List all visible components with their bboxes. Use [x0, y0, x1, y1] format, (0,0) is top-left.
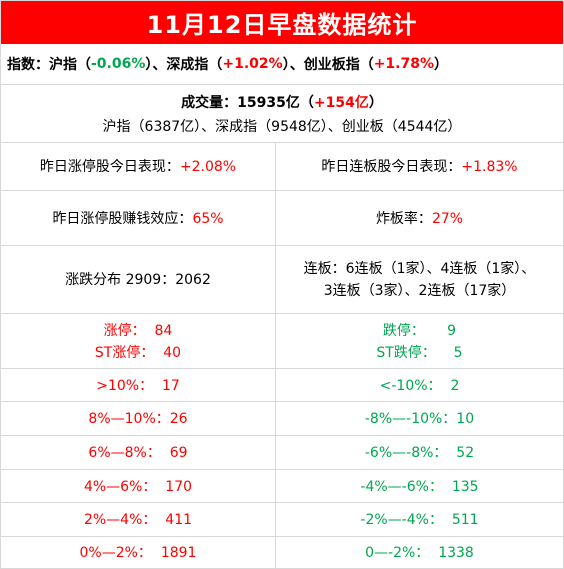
limit-up-performance: 昨日涨停股今日表现： +2.08% — [1, 143, 275, 191]
index-mid1: ）、深成指（ — [145, 57, 223, 73]
st-limit-down-value: 5 — [453, 344, 463, 361]
range-down: 0—-2%： 1338 — [365, 544, 474, 561]
index-row: 指数：沪指（ -0.06% ）、深成指（ +1.02% ）、创业板指（ +1.7… — [1, 44, 563, 85]
st-limit-up-value: 40 — [163, 344, 182, 361]
st-limit-up: ST涨停： 40 — [95, 342, 181, 364]
limit-up-value: 84 — [154, 322, 173, 339]
perf-right-label: 昨日连板股今日表现： — [321, 159, 462, 175]
limit-up-label: 涨停： — [103, 322, 146, 339]
range-down: -4%—-6%： 135 — [360, 478, 479, 495]
limit-down-counts: 跌停： 9 ST跌停： 5 — [276, 314, 563, 369]
range-up: 4%—6%： 170 — [83, 478, 193, 495]
range-up: 8%—10%：26 — [88, 411, 188, 427]
table-title: 11月12日早盘数据统计 — [1, 1, 563, 44]
limit-down-label: 跌停： — [382, 322, 425, 339]
volume-suffix: ） — [368, 94, 383, 111]
money-left-label: 昨日涨停股赚钱效应： — [52, 210, 193, 227]
range-row — [1, 470, 563, 503]
distribution-row — [1, 246, 563, 314]
broken-board-rate: 炸板率： 27% — [276, 191, 563, 246]
st-limit-down: ST跌停： 5 — [376, 342, 462, 364]
limit-up: 涨停： 84 — [104, 320, 173, 342]
range-up: 0%—2%： 1891 — [79, 544, 197, 561]
range-up: >10%： 17 — [96, 377, 180, 394]
volume-change: +154亿 — [313, 94, 369, 111]
boards-line1: 连板：6连板（1家）、4连板（1家）、 — [303, 261, 536, 277]
range-row — [1, 436, 563, 470]
range-row — [1, 503, 563, 537]
limit-down: 跌停： 9 — [383, 320, 456, 342]
money-right-value: 27% — [431, 210, 464, 227]
range-row — [1, 369, 563, 402]
money-effect: 昨日涨停股赚钱效应： 65% — [1, 191, 275, 246]
perf-left-value: +2.08% — [179, 159, 237, 175]
limits-row — [1, 314, 563, 369]
column-divider — [275, 143, 276, 568]
board-performance: 昨日连板股今日表现： +1.83% — [276, 143, 563, 191]
perf-left-label: 昨日涨停股今日表现： — [39, 159, 180, 175]
index-mid2: ）、创业板指（ — [282, 57, 374, 73]
index-prefix: 指数：沪指（ — [7, 57, 91, 73]
range-up: 2%—4%： 411 — [83, 512, 193, 528]
volume-total: 成交量：15935亿（+154亿） — [181, 92, 383, 112]
up-down-distribution: 涨跌分布 2909：2062 — [65, 272, 211, 288]
limit-up-counts: 涨停： 84 ST涨停： 40 — [1, 314, 275, 369]
range-row — [1, 402, 563, 436]
limit-down-value: 9 — [447, 322, 457, 339]
money-right-label: 炸板率： — [375, 210, 432, 227]
sz-index-change: +1.02% — [222, 56, 283, 72]
volume-label: 成交量：15935亿（ — [181, 94, 314, 111]
range-down: -2%—-4%： 511 — [360, 512, 479, 528]
range-down: -6%—-8%： 52 — [364, 445, 475, 461]
boards-line2: 3连板（3家）、2连板（17家） — [323, 283, 516, 299]
money-row — [1, 191, 563, 246]
money-left-value: 65% — [192, 210, 224, 227]
volume-breakdown: 沪指（6387亿）、深成指（9548亿）、创业板（4544亿） — [102, 118, 462, 135]
consecutive-boards: 连板：6连板（1家）、4连板（1家）、 3连板（3家）、2连板（17家） — [276, 246, 563, 314]
index-suffix: ） — [434, 57, 449, 73]
range-down: -8%—-10%：10 — [364, 411, 475, 427]
st-limit-down-label: ST跌停： — [376, 344, 436, 361]
perf-right-value: +1.83% — [461, 159, 518, 175]
range-down: <-10%： 2 — [379, 377, 460, 394]
sh-index-change: -0.06% — [91, 56, 146, 72]
perf-row — [1, 143, 563, 191]
cy-index-change: +1.78% — [373, 56, 435, 72]
st-limit-up-label: ST涨停： — [94, 344, 155, 361]
range-up: 6%—8%： 69 — [88, 445, 188, 461]
volume-row: 成交量：15935亿（+154亿） 沪指（6387亿）、深成指（9548亿）、创… — [1, 85, 563, 143]
